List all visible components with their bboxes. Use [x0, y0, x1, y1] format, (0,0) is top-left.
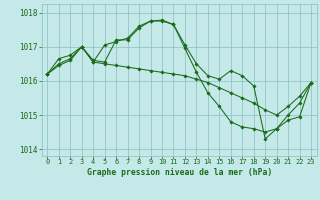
X-axis label: Graphe pression niveau de la mer (hPa): Graphe pression niveau de la mer (hPa)	[87, 168, 272, 177]
